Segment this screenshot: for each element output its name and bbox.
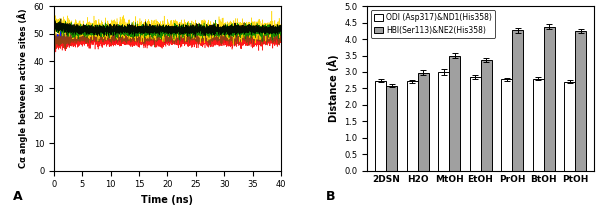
Legend: ODl (Asp317)&ND1(His358), HBl(Ser113)&NE2(His358): ODl (Asp317)&ND1(His358), HBl(Ser113)&NE… — [371, 10, 495, 38]
Bar — [481, 60, 491, 171]
Bar — [533, 79, 544, 171]
Bar — [575, 31, 586, 171]
Y-axis label: Distance (Å): Distance (Å) — [326, 54, 338, 122]
Bar — [438, 72, 449, 171]
Bar — [512, 30, 523, 171]
Bar — [375, 81, 386, 171]
X-axis label: Time (ns): Time (ns) — [142, 195, 193, 205]
Bar — [544, 27, 554, 171]
Bar — [564, 82, 575, 171]
Bar — [470, 77, 481, 171]
Bar — [418, 73, 428, 171]
Y-axis label: Cα angle between active sites (Å): Cα angle between active sites (Å) — [17, 9, 28, 168]
Text: B: B — [326, 190, 336, 203]
Text: A: A — [13, 190, 23, 203]
Bar — [386, 86, 397, 171]
Bar — [501, 79, 512, 171]
Bar — [407, 81, 418, 171]
Bar — [449, 56, 460, 171]
